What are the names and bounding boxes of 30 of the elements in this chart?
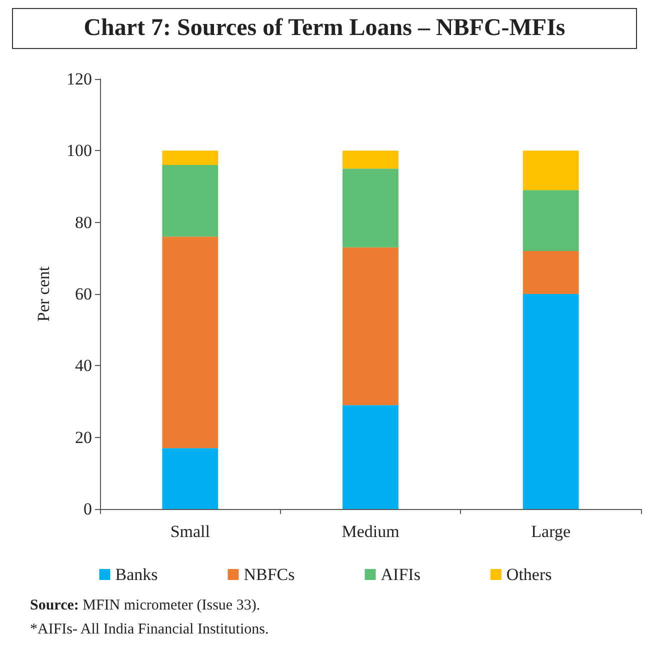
bar: [522, 294, 579, 509]
legend-label: AIFIs: [380, 565, 420, 584]
x-tick-label: Large: [531, 522, 571, 541]
y-tick-label: 0: [84, 500, 92, 518]
bar: [162, 236, 218, 448]
source-note: Source: MFIN micrometer (Issue 33).: [30, 598, 260, 614]
y-tick-label: 120: [66, 70, 92, 88]
y-axis-title: Per cent: [34, 266, 53, 322]
y-tick-label: 40: [75, 356, 92, 376]
x-tick-label: Medium: [342, 522, 400, 541]
bar: [522, 150, 579, 190]
legend-label: NBFCs: [244, 565, 295, 584]
x-tick-label: Small: [170, 522, 210, 541]
chart-title: Chart 7: Sources of Term Loans – NBFC-MFIs: [12, 8, 637, 49]
bar: [342, 168, 398, 248]
y-tick-label: 100: [66, 141, 92, 160]
bar: [162, 150, 218, 165]
bar: [342, 247, 398, 406]
legend-label: Banks: [115, 565, 158, 584]
y-tick-label: 80: [75, 212, 92, 232]
y-tick-label: 60: [75, 284, 92, 304]
bar: [342, 405, 398, 509]
bar: [162, 165, 218, 237]
bar: [342, 150, 398, 169]
bar: [522, 190, 579, 251]
bar: [522, 251, 579, 294]
y-tick-label: 20: [75, 428, 92, 447]
bar: [162, 448, 218, 509]
text: *AIFIs- All India Financial Institutions.: [30, 622, 269, 638]
legend-label: Others: [506, 565, 552, 584]
